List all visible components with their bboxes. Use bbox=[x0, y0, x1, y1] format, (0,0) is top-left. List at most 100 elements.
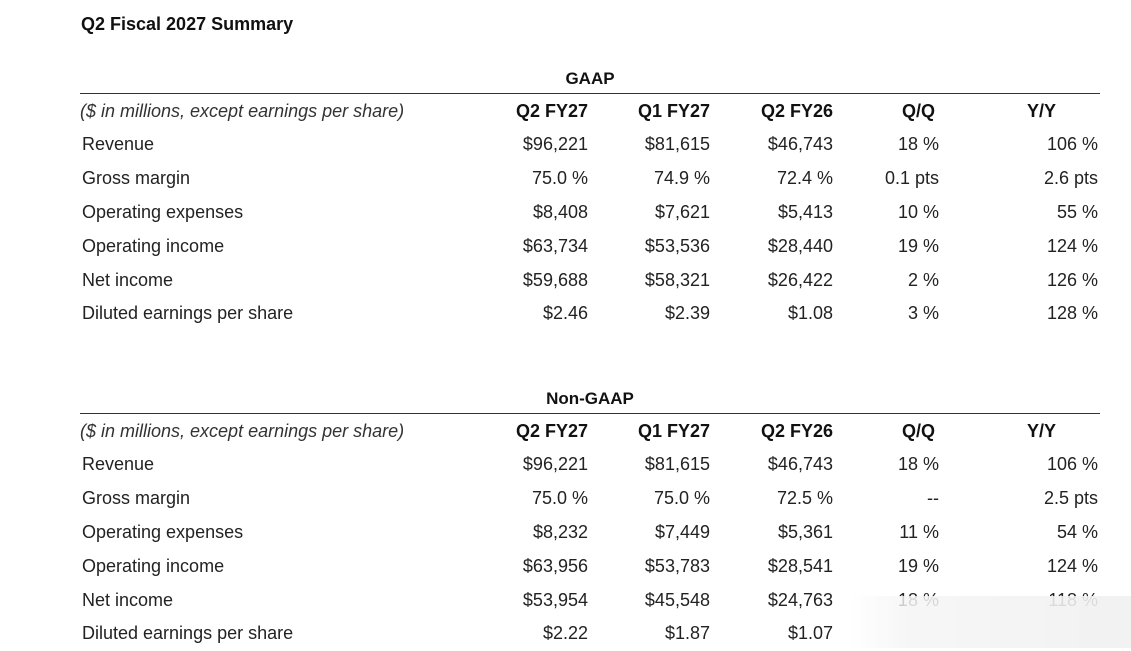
cell-q1fy27: $7,621 bbox=[654, 201, 710, 222]
cell-q2fy26: $26,422 bbox=[767, 269, 833, 290]
cell-yy: 118 % bbox=[1048, 589, 1098, 610]
gaap-table: ($ in millions, except earnings per shar… bbox=[80, 94, 1100, 331]
cell-q2fy27: $96,221 bbox=[522, 134, 588, 155]
col-yy-header: Y/Y bbox=[1026, 420, 1056, 441]
cell-q2fy27: $8,232 bbox=[532, 521, 588, 542]
col-q1fy27-header: Q1 FY27 bbox=[637, 420, 710, 441]
cell-q1fy27: $81,615 bbox=[644, 134, 710, 155]
cell-q2fy26: 72.4 % bbox=[776, 168, 833, 189]
table-row: Net income $53,954 $45,548 $24,763 18 % 118 % bbox=[80, 583, 1100, 617]
row-label: Operating income bbox=[82, 235, 225, 256]
col-q2fy26-header: Q2 FY26 bbox=[760, 100, 833, 121]
cell-qq: 19 % bbox=[897, 235, 939, 256]
cell-qq: 10 % bbox=[897, 201, 939, 222]
cell-yy: 106 % bbox=[1046, 134, 1098, 155]
cell-q1fy27: $2.39 bbox=[664, 303, 710, 324]
table-row: Operating expenses $8,408 $7,621 $5,413 10 %… bbox=[80, 196, 1100, 230]
cell-q2fy27: $53,954 bbox=[522, 589, 588, 610]
row-label: Net income bbox=[82, 269, 174, 290]
cell-yy: 124 % bbox=[1046, 235, 1098, 256]
cell-q2fy27: $63,734 bbox=[522, 235, 588, 256]
cell-qq: 0.1 pts bbox=[884, 168, 939, 189]
cell-qq: 18 % bbox=[897, 589, 939, 610]
table-row: Operating income $63,734 $53,536 $28,440 19 … bbox=[80, 229, 1100, 263]
cell-q2fy27: $8,408 bbox=[532, 201, 588, 222]
cell-qq bbox=[855, 617, 977, 651]
cell-q2fy26: $28,440 bbox=[767, 235, 833, 256]
nongaap-table: ($ in millions, except earnings per shar… bbox=[80, 414, 1100, 651]
col-qq-header: Q/Q bbox=[901, 420, 935, 441]
gaap-table-body: Revenue $96,221 $81,615 $46,743 18 % 106 % Gro… bbox=[80, 128, 1100, 331]
cell-q1fy27: $7,449 bbox=[654, 521, 710, 542]
cell-q2fy27: 75.0 % bbox=[531, 488, 588, 509]
row-label: Operating income bbox=[82, 555, 225, 576]
cell-q1fy27: $53,783 bbox=[644, 555, 710, 576]
cell-q1fy27: 74.9 % bbox=[653, 168, 710, 189]
row-label: Net income bbox=[82, 589, 174, 610]
nongaap-heading: Non-GAAP bbox=[80, 384, 1100, 414]
cell-q1fy27: $53,536 bbox=[644, 235, 710, 256]
gaap-heading: GAAP bbox=[80, 64, 1100, 94]
table-row: Revenue $96,221 $81,615 $46,743 18 % 106 % bbox=[80, 448, 1100, 482]
cell-q2fy27: $2.46 bbox=[542, 303, 588, 324]
col-q2fy26-header: Q2 FY26 bbox=[760, 420, 833, 441]
cell-qq: 11 % bbox=[899, 521, 939, 542]
units-label: ($ in millions, except earnings per shar… bbox=[80, 420, 405, 441]
cell-yy bbox=[977, 617, 1100, 651]
cell-qq: 18 % bbox=[897, 134, 939, 155]
cell-yy: 124 % bbox=[1046, 555, 1098, 576]
row-label: Gross margin bbox=[82, 488, 191, 509]
table-row: Revenue $96,221 $81,615 $46,743 18 % 106 % bbox=[80, 128, 1100, 162]
col-yy-header: Y/Y bbox=[1026, 100, 1056, 121]
col-q1fy27-header: Q1 FY27 bbox=[637, 100, 710, 121]
cell-q2fy26: $28,541 bbox=[767, 555, 833, 576]
cell-q2fy26: $1.07 bbox=[787, 623, 833, 644]
cell-yy: 54 % bbox=[1056, 521, 1098, 542]
table-row: Gross margin 75.0 % 74.9 % 72.4 % 0.1 pts 2.6… bbox=[80, 162, 1100, 196]
cell-qq: 19 % bbox=[897, 555, 939, 576]
table-row: Operating income $63,956 $53,783 $28,541 19 … bbox=[80, 549, 1100, 583]
cell-q2fy27: $96,221 bbox=[522, 454, 588, 475]
cell-yy: 2.6 pts bbox=[1043, 168, 1098, 189]
col-q2fy27-header: Q2 FY27 bbox=[515, 100, 588, 121]
cell-q2fy26: $24,763 bbox=[767, 589, 833, 610]
cell-q2fy26: $1.08 bbox=[787, 303, 833, 324]
nongaap-heading-label: Non-GAAP bbox=[546, 388, 634, 408]
cell-q2fy26: $46,743 bbox=[767, 454, 833, 475]
row-label: Revenue bbox=[82, 454, 155, 475]
cell-q1fy27: $1.87 bbox=[664, 623, 710, 644]
cell-yy: 126 % bbox=[1046, 269, 1098, 290]
cell-q2fy26: 72.5 % bbox=[776, 488, 833, 509]
row-label: Diluted earnings per share bbox=[82, 623, 294, 644]
units-label: ($ in millions, except earnings per shar… bbox=[80, 100, 405, 121]
cell-qq: 18 % bbox=[897, 454, 939, 475]
cell-yy: 106 % bbox=[1046, 454, 1098, 475]
gaap-heading-label: GAAP bbox=[565, 68, 615, 88]
gaap-section: GAAP ($ in millions, except earnings per… bbox=[80, 64, 1100, 331]
cell-q1fy27: 75.0 % bbox=[653, 488, 710, 509]
nongaap-section: Non-GAAP ($ in millions, except earnings… bbox=[80, 384, 1100, 651]
row-label: Revenue bbox=[82, 134, 155, 155]
nongaap-header-row: ($ in millions, except earnings per shar… bbox=[80, 414, 1100, 448]
cell-q2fy27: $59,688 bbox=[522, 269, 588, 290]
cell-q1fy27: $58,321 bbox=[644, 269, 710, 290]
table-row: Gross margin 75.0 % 75.0 % 72.5 % -- 2.5 pts bbox=[80, 482, 1100, 516]
cell-yy: 55 % bbox=[1056, 201, 1098, 222]
col-qq-header: Q/Q bbox=[901, 100, 935, 121]
col-q2fy27-header: Q2 FY27 bbox=[515, 420, 588, 441]
table-row: Net income $59,688 $58,321 $26,422 2 % 126 % bbox=[80, 263, 1100, 297]
cell-q2fy26: $5,361 bbox=[777, 521, 833, 542]
gaap-header-row: ($ in millions, except earnings per shar… bbox=[80, 94, 1100, 128]
table-row: Diluted earnings per share $2.46 $2.39 $1.0… bbox=[80, 297, 1100, 331]
page-title: Q2 Fiscal 2027 Summary bbox=[81, 14, 294, 34]
cell-yy: 128 % bbox=[1046, 303, 1098, 324]
row-label: Gross margin bbox=[82, 168, 191, 189]
cell-qq: 2 % bbox=[907, 269, 939, 290]
cell-q2fy27: 75.0 % bbox=[531, 168, 588, 189]
row-label: Operating expenses bbox=[82, 201, 244, 222]
table-row: Operating expenses $8,232 $7,449 $5,361 11 %… bbox=[80, 516, 1100, 550]
cell-q2fy27: $2.22 bbox=[542, 623, 588, 644]
cell-q2fy26: $46,743 bbox=[767, 134, 833, 155]
row-label: Diluted earnings per share bbox=[82, 303, 294, 324]
cell-qq: 3 % bbox=[907, 303, 939, 324]
